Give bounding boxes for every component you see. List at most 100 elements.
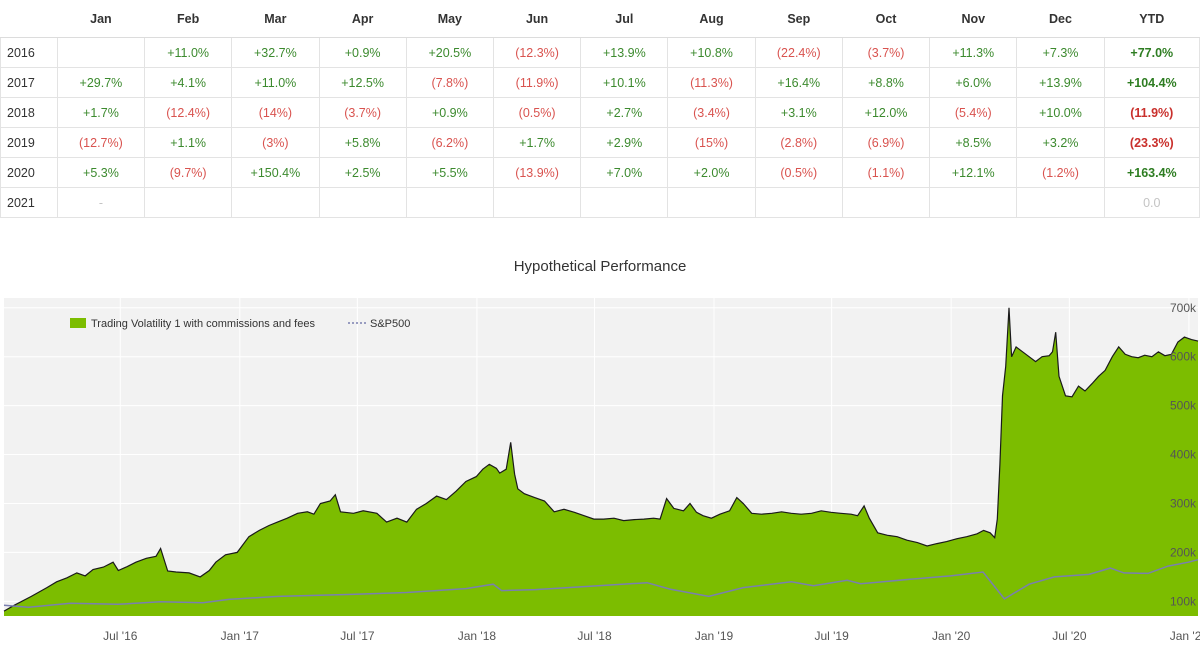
return-cell [841, 187, 931, 218]
table-row: 2017 +29.7% +4.1% +11.0% +12.5% (7.8%) (11.9%)… [0, 67, 1200, 98]
return-cell: +3.2% [1016, 127, 1105, 158]
axis-labels: Jul '16 Jan '17 Jul '17 Jan '18 Jul '18 Jan '… [103, 301, 1200, 643]
sp500-layer [3, 558, 1199, 608]
return-cell: +7.0% [580, 157, 669, 188]
return-cell: +150.4% [231, 157, 320, 188]
return-cell: +0.9% [318, 37, 407, 68]
return-cell: +4.1% [144, 67, 233, 98]
return-cell: - [56, 187, 146, 218]
return-cell: +12.5% [318, 67, 407, 98]
return-cell: +12.1% [929, 157, 1018, 188]
return-cell [492, 187, 582, 218]
x-tick-label: Jul '20 [1052, 629, 1087, 643]
return-cell: (12.7%) [56, 127, 146, 158]
return-cell [580, 187, 669, 218]
return-cell: +8.8% [841, 67, 931, 98]
year-cell: 2018 [0, 97, 58, 128]
return-cell [405, 187, 494, 218]
year-cell: 2021 [0, 187, 58, 218]
return-cell: (15%) [667, 127, 756, 158]
column-header-sep: Sep [755, 0, 843, 38]
column-header-feb: Feb [144, 0, 232, 38]
y-tick-label: 500k [1170, 399, 1197, 413]
return-cell [929, 187, 1018, 218]
y-tick-label: 100k [1170, 594, 1197, 608]
x-tick-label: Jan '20 [932, 629, 971, 643]
x-tick-label: Jul '18 [577, 629, 612, 643]
legend-swatch-strategy [70, 318, 86, 328]
return-cell: +2.0% [667, 157, 756, 188]
return-cell: (3%) [231, 127, 320, 158]
table-row: 2019 (12.7%) +1.1% (3%) +5.8% (6.2%) +1.7% +2.9… [0, 127, 1200, 158]
monthly-returns-table: Jan Feb Mar Apr May Jun Jul Aug Sep Oct Nov Dec YTD … [0, 0, 1200, 218]
return-cell: +20.5% [405, 37, 494, 68]
return-cell [754, 187, 843, 218]
return-cell: +5.3% [56, 157, 146, 188]
legend-item-strategy[interactable]: Trading Volatility 1 with commissions an… [70, 318, 315, 330]
return-cell [318, 187, 407, 218]
y-tick-label: 300k [1170, 496, 1197, 510]
year-cell: 2019 [0, 127, 58, 158]
return-cell [1016, 187, 1105, 218]
return-cell: +10.8% [667, 37, 756, 68]
ytd-cell: (11.9%) [1103, 97, 1200, 128]
return-cell: +1.1% [144, 127, 233, 158]
return-cell: (3.7%) [841, 37, 931, 68]
return-cell: (11.9%) [492, 67, 582, 98]
return-cell: +29.7% [56, 67, 146, 98]
return-cell: +10.0% [1016, 97, 1105, 128]
ytd-cell: +104.4% [1103, 67, 1200, 98]
year-cell: 2020 [0, 157, 58, 188]
return-cell: (1.2%) [1016, 157, 1105, 188]
table-row: 2016 +11.0% +32.7% +0.9% +20.5% (12.3%) +13.9%… [0, 37, 1200, 68]
return-cell [667, 187, 756, 218]
return-cell: (1.1%) [841, 157, 931, 188]
return-cell: (6.2%) [405, 127, 494, 158]
return-cell: +6.0% [929, 67, 1018, 98]
return-cell: (14%) [231, 97, 320, 128]
year-cell: 2017 [0, 67, 58, 98]
return-cell: (13.9%) [492, 157, 582, 188]
return-cell: +7.3% [1016, 37, 1105, 68]
return-cell: +11.0% [231, 67, 320, 98]
x-tick-label: Jan '17 [221, 629, 260, 643]
strategy-line [3, 307, 1199, 612]
legend-label-strategy: Trading Volatility 1 with commissions an… [91, 318, 315, 330]
y-tick-label: 200k [1170, 545, 1197, 559]
return-cell: (9.7%) [144, 157, 233, 188]
return-cell: (6.9%) [841, 127, 931, 158]
return-cell: +16.4% [754, 67, 843, 98]
table-body: 2016 +11.0% +32.7% +0.9% +20.5% (12.3%) +13.9%… [0, 37, 1200, 218]
column-header-oct: Oct [842, 0, 930, 38]
column-header-year [0, 0, 58, 38]
x-tick-label: Jan '18 [458, 629, 497, 643]
return-cell: +2.7% [580, 97, 669, 128]
return-cell: +3.1% [754, 97, 843, 128]
column-header-mar: Mar [231, 0, 319, 38]
x-tick-label: Jan '21 [1170, 629, 1200, 643]
strategy-area [4, 307, 1198, 616]
return-cell: +0.9% [405, 97, 494, 128]
return-cell: (3.4%) [667, 97, 756, 128]
performance-chart: Jul '16 Jan '17 Jul '17 Jan '18 Jul '18 Jan '… [3, 298, 1200, 643]
return-cell [144, 187, 233, 218]
strategy-area-layer [3, 307, 1199, 616]
column-header-jan: Jan [57, 0, 145, 38]
table-row: 2020 +5.3% (9.7%) +150.4% +2.5% +5.5% (13.9%) +… [0, 157, 1200, 188]
chart-legend[interactable]: Trading Volatility 1 with commissions an… [70, 318, 410, 330]
chart-title: Hypothetical Performance [513, 258, 687, 275]
return-cell [231, 187, 320, 218]
column-header-nov: Nov [929, 0, 1017, 38]
legend-item-sp500[interactable]: S&P500 [348, 318, 410, 330]
year-cell: 2016 [0, 37, 58, 68]
return-cell: +1.7% [56, 97, 146, 128]
y-tick-label: 700k [1170, 301, 1197, 315]
return-cell: (12.3%) [492, 37, 582, 68]
return-cell: +5.5% [405, 157, 494, 188]
table-header-row: Jan Feb Mar Apr May Jun Jul Aug Sep Oct Nov Dec YTD [0, 0, 1200, 38]
column-header-dec: Dec [1016, 0, 1105, 38]
column-header-jul: Jul [580, 0, 668, 38]
return-cell: (2.8%) [754, 127, 843, 158]
x-tick-label: Jan '19 [695, 629, 734, 643]
column-header-ytd: YTD [1104, 0, 1200, 38]
